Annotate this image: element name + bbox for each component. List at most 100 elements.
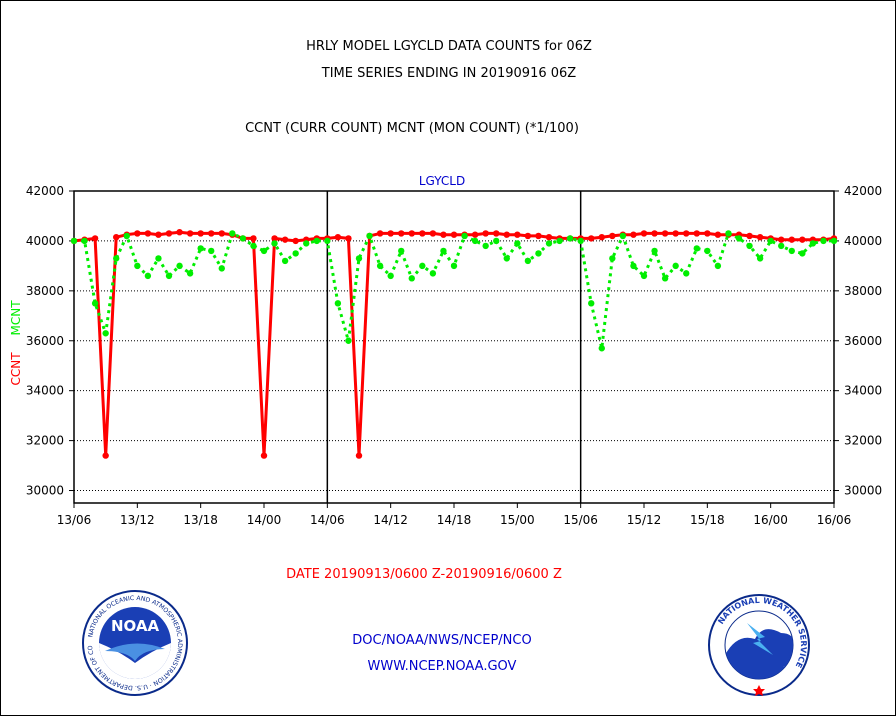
- data-point-mcnt: [281, 257, 289, 265]
- chart-title-line-1: HRLY MODEL LGYCLD DATA COUNTS for 06Z: [306, 39, 592, 54]
- data-point-ccnt: [144, 230, 152, 237]
- data-point-ccnt: [482, 230, 489, 237]
- x-tick-label: 14/00: [247, 513, 282, 527]
- y-tick-label-right: 30000: [844, 484, 882, 498]
- data-point-mcnt: [820, 237, 827, 245]
- data-point-mcnt: [556, 237, 563, 245]
- data-point-mcnt: [693, 245, 700, 252]
- x-tick-label: 16/00: [753, 513, 788, 527]
- y-tick-label-right: 36000: [844, 334, 882, 348]
- data-point-mcnt: [260, 247, 268, 255]
- data-point-ccnt: [387, 230, 394, 237]
- data-point-ccnt: [376, 230, 384, 237]
- data-point-ccnt: [651, 230, 658, 237]
- data-point-ccnt: [704, 230, 711, 237]
- data-point-ccnt: [155, 231, 162, 238]
- data-point-ccnt: [271, 235, 278, 242]
- data-point-mcnt: [630, 262, 637, 270]
- data-point-mcnt: [746, 242, 753, 250]
- data-point-ccnt: [334, 233, 342, 241]
- data-point-ccnt: [524, 232, 532, 240]
- y-tick-label-left: 38000: [26, 284, 64, 298]
- y-axis-label-ccnt: CCNT: [9, 352, 23, 386]
- data-point-mcnt: [239, 235, 247, 242]
- data-point-mcnt: [134, 262, 141, 270]
- noaa-wordmark: NOAA: [111, 617, 160, 635]
- noaa-logo-icon: NOAA NATIONAL OCEANIC AND ATMOSPHERIC AD…: [81, 589, 188, 696]
- data-point-mcnt: [144, 272, 152, 280]
- y-tick-label-left: 42000: [26, 184, 64, 198]
- data-point-mcnt: [165, 272, 173, 280]
- data-point-mcnt: [767, 237, 774, 245]
- data-point-ccnt: [91, 235, 99, 242]
- data-point-mcnt: [535, 250, 542, 257]
- data-point-ccnt: [545, 233, 553, 241]
- y-tick-label-right: 38000: [844, 284, 882, 298]
- data-point-ccnt: [630, 231, 637, 238]
- data-point-ccnt: [197, 230, 204, 237]
- y-tick-label-left: 30000: [26, 484, 64, 498]
- data-point-mcnt: [661, 275, 669, 282]
- data-point-ccnt: [535, 232, 542, 240]
- data-point-ccnt: [208, 230, 215, 237]
- data-point-mcnt: [714, 262, 722, 270]
- data-point-mcnt: [271, 240, 278, 247]
- data-point-mcnt: [345, 337, 352, 344]
- data-point-mcnt: [566, 235, 574, 242]
- data-point-ccnt: [408, 230, 415, 237]
- x-tick-label: 14/18: [437, 513, 472, 527]
- data-point-mcnt: [334, 300, 342, 307]
- data-point-mcnt: [155, 255, 162, 262]
- data-point-ccnt: [260, 452, 268, 459]
- data-point-ccnt: [661, 230, 669, 237]
- x-tick-label: 15/06: [563, 513, 598, 527]
- data-point-mcnt: [725, 230, 732, 237]
- data-point-ccnt: [799, 236, 806, 243]
- data-point-ccnt: [609, 232, 616, 240]
- x-tick-label: 14/12: [373, 513, 408, 527]
- data-point-ccnt: [672, 230, 679, 237]
- x-tick-label: 14/06: [310, 513, 345, 527]
- data-point-mcnt: [756, 255, 764, 262]
- data-point-mcnt: [113, 255, 120, 262]
- data-point-mcnt: [419, 262, 426, 270]
- data-point-ccnt: [471, 231, 479, 238]
- data-point-mcnt: [461, 232, 468, 240]
- data-point-mcnt: [398, 247, 405, 255]
- data-point-mcnt: [514, 240, 521, 247]
- data-point-ccnt: [218, 230, 225, 237]
- x-tick-label: 13/12: [120, 513, 155, 527]
- chart-title-line-2: TIME SERIES ENDING IN 20190916 06Z: [321, 66, 577, 81]
- chart-title-line-3: CCNT (CURR COUNT) MCNT (MON COUNT) (*1/1…: [245, 121, 579, 136]
- data-point-mcnt: [313, 237, 320, 245]
- organization-label: DOC/NOAA/NWS/NCEP/NCO: [352, 633, 532, 648]
- data-point-ccnt: [281, 236, 289, 243]
- data-point-ccnt: [398, 230, 405, 237]
- x-tick-label: 15/00: [500, 513, 535, 527]
- data-point-ccnt: [419, 230, 426, 237]
- data-point-mcnt: [186, 270, 194, 277]
- data-point-ccnt: [693, 230, 700, 237]
- data-point-mcnt: [102, 330, 109, 337]
- data-point-mcnt: [429, 270, 437, 277]
- data-point-mcnt: [809, 240, 817, 247]
- data-point-ccnt: [746, 232, 753, 240]
- data-point-mcnt: [493, 237, 500, 245]
- nws-logo-icon: NATIONAL WEATHER SERVICE: [708, 594, 810, 696]
- data-point-ccnt: [450, 231, 458, 238]
- data-point-mcnt: [778, 242, 785, 250]
- data-point-ccnt: [250, 235, 257, 242]
- data-point-ccnt: [640, 230, 648, 237]
- data-point-mcnt: [250, 242, 257, 250]
- y-tick-label-right: 32000: [844, 434, 882, 448]
- data-point-mcnt: [208, 247, 215, 255]
- data-point-mcnt: [81, 237, 88, 245]
- data-point-ccnt: [756, 233, 764, 241]
- data-point-mcnt: [503, 255, 510, 262]
- data-point-ccnt: [778, 236, 785, 243]
- data-point-mcnt: [440, 247, 447, 255]
- y-tick-label-left: 36000: [26, 334, 64, 348]
- data-point-ccnt: [102, 452, 109, 459]
- y-tick-label-left: 40000: [26, 234, 64, 248]
- data-point-mcnt: [588, 300, 595, 307]
